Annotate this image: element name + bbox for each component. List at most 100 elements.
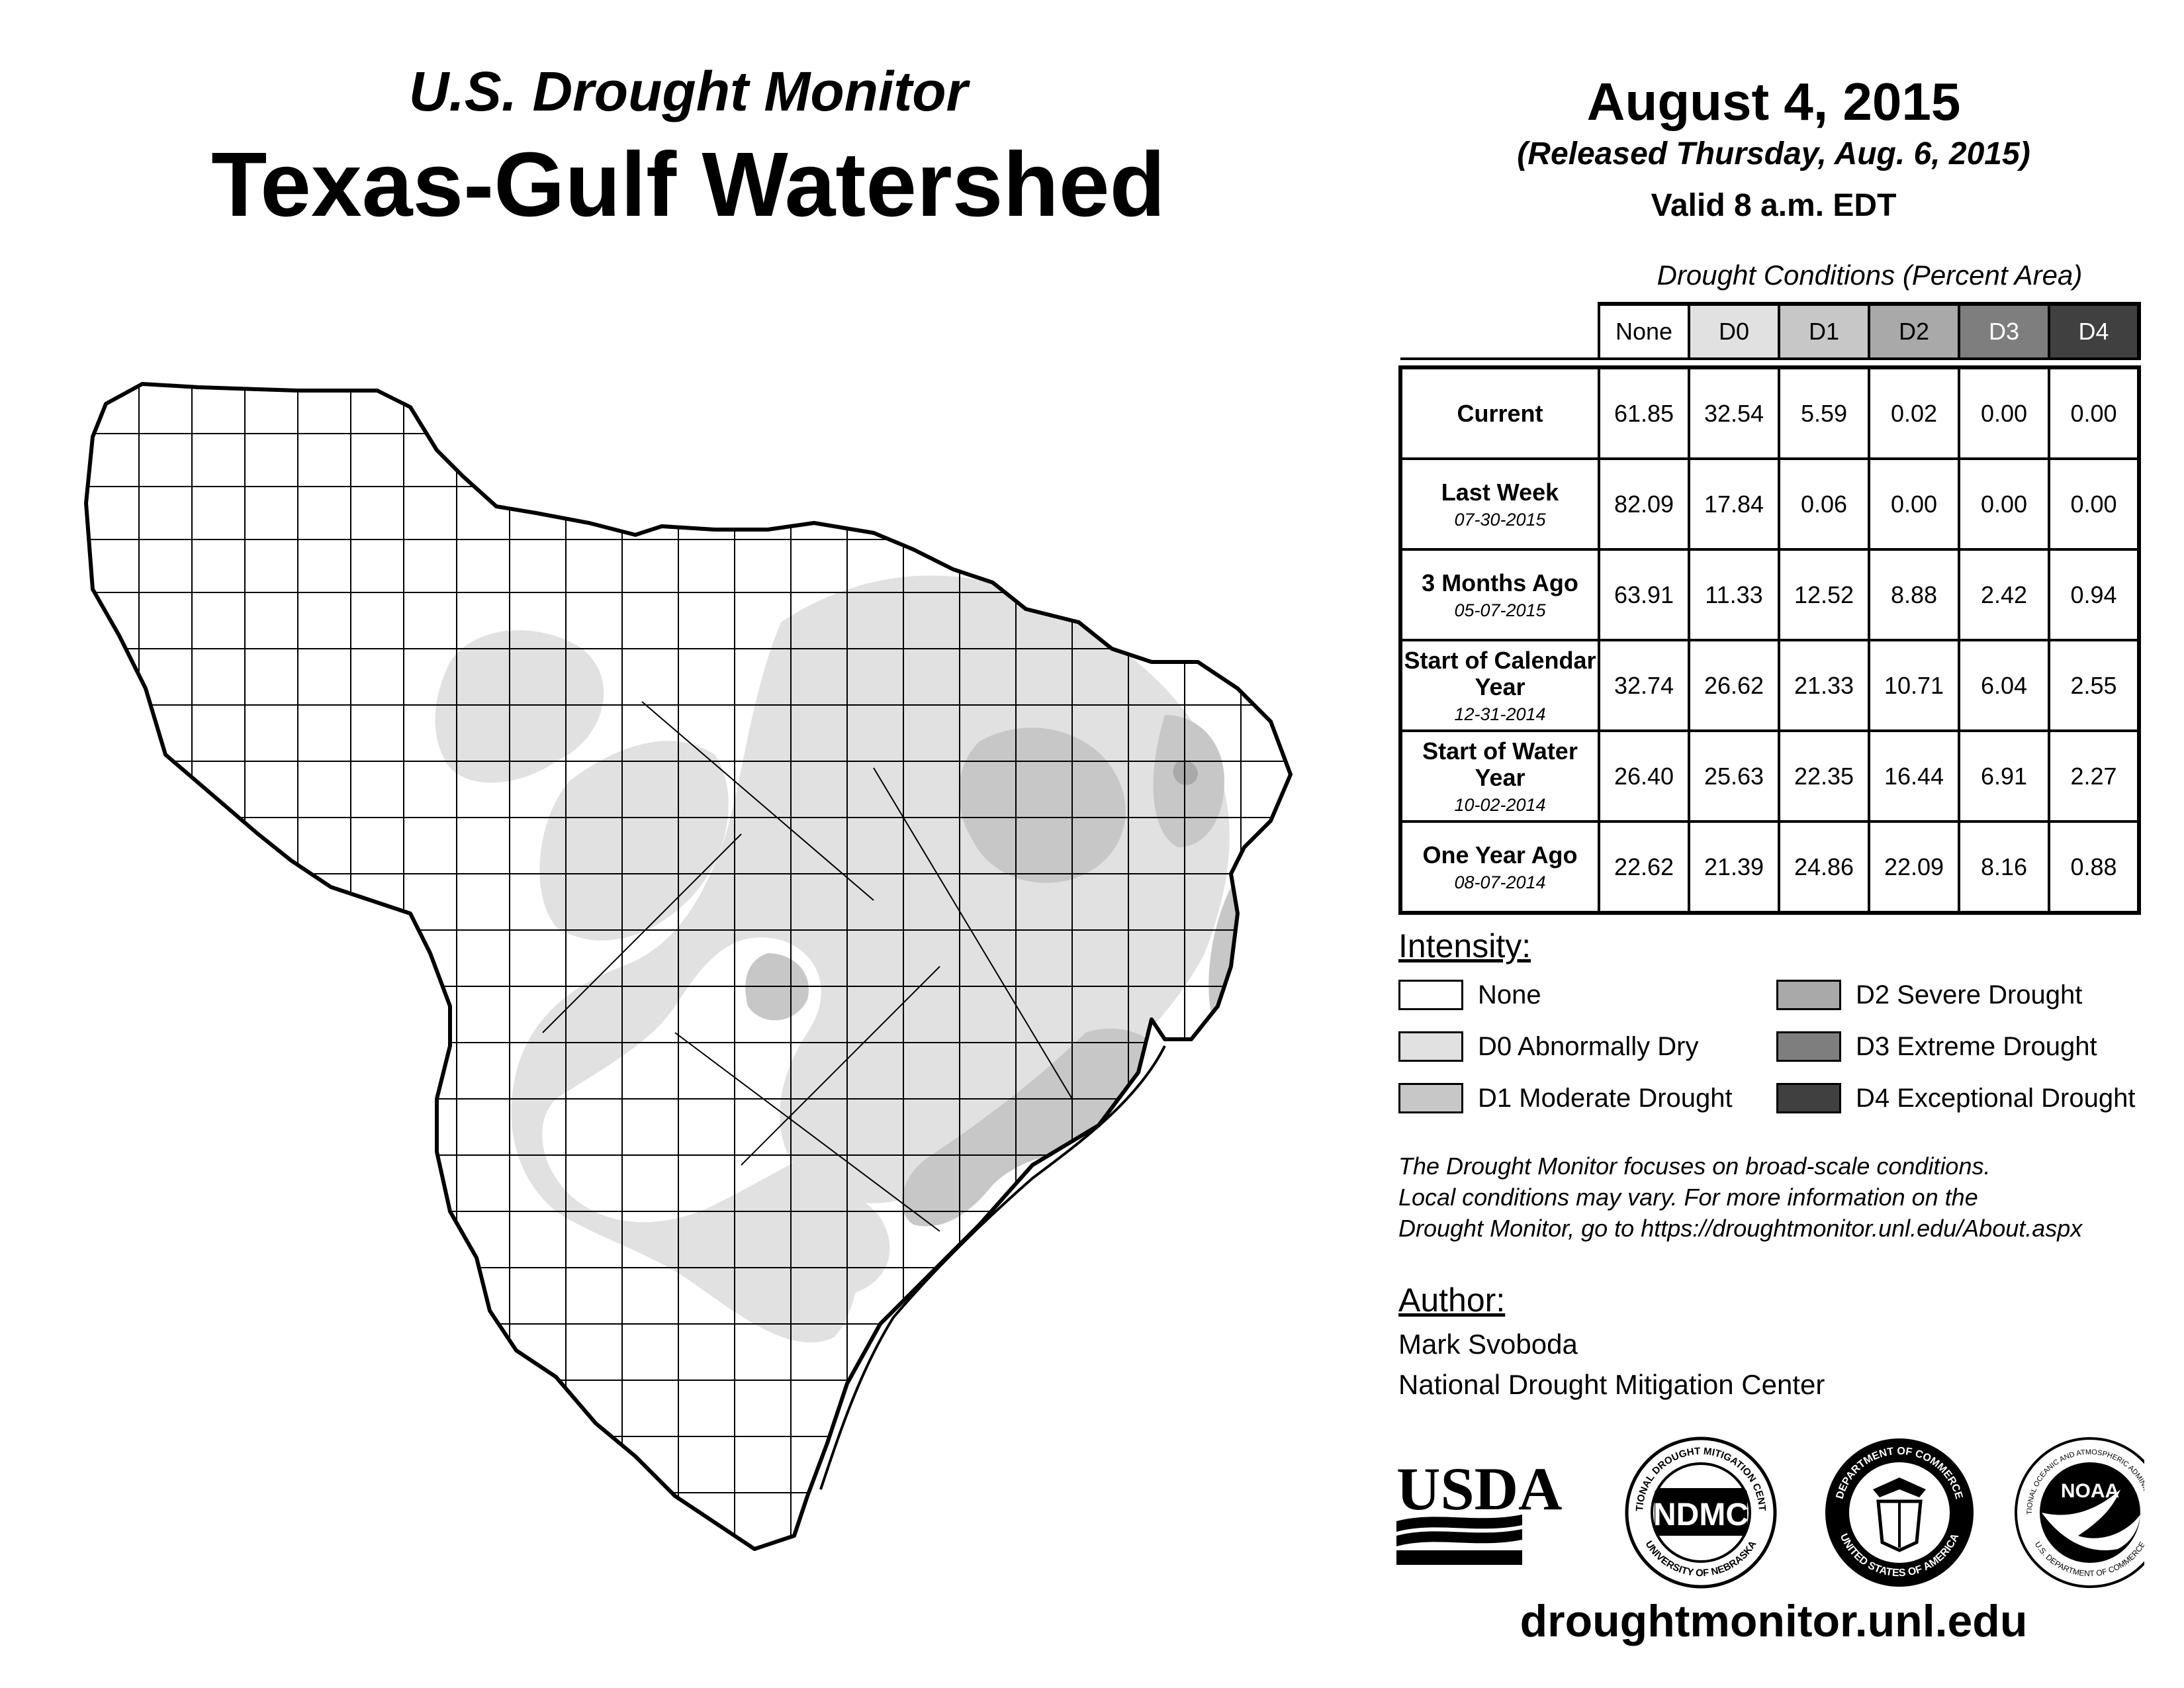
usda-logo-text: USDA (1396, 1455, 1562, 1523)
table-cell: 2.55 (2048, 639, 2141, 732)
legend-label-d4: D4 Exceptional Drought (1856, 1083, 2136, 1113)
row-label-text: Start of Calendar Year (1404, 646, 1596, 700)
col-header-none: None (1598, 302, 1690, 360)
legend-label-d2: D2 Severe Drought (1856, 980, 2083, 1009)
table-caption: Drought Conditions (Percent Area) (1657, 259, 2083, 291)
row-date: 08-07-2014 (1454, 872, 1546, 892)
table-cell: 0.00 (1868, 457, 1960, 551)
intensity-title: Intensity: (1398, 927, 1531, 964)
table-row: Current 61.85 32.54 5.59 0.02 0.00 0.00 (1398, 365, 2141, 460)
legend-label-none: None (1478, 980, 1541, 1009)
shield-icon (1876, 1499, 1923, 1552)
row-label: 3 Months Ago 05-07-2015 (1398, 548, 1600, 641)
drought-conditions-table: None D0 D1 D2 D3 D4 Current 61.85 32.54 5.5… (1398, 302, 2141, 915)
row-label: Current (1398, 365, 1600, 460)
legend-item-d0: D0 Abnormally Dry (1398, 1031, 1698, 1062)
table-cell: 11.33 (1688, 548, 1780, 641)
legend-swatch-none (1398, 980, 1463, 1010)
col-header-d3: D3 (1958, 302, 2050, 360)
author-title: Author: (1398, 1282, 1506, 1319)
legend-item-d4: D4 Exceptional Drought (1776, 1083, 2135, 1113)
watershed-outline (84, 382, 1293, 1551)
table-cell: 10.71 (1868, 639, 1960, 732)
valid-time: Valid 8 a.m. EDT (1651, 188, 1897, 223)
table-cell: 32.74 (1598, 639, 1690, 732)
table-cell: 0.02 (1868, 365, 1960, 460)
table-row: Last Week 07-30-2015 82.09 17.84 0.06 0.00 0.0… (1398, 457, 2141, 551)
table-cell: 82.09 (1598, 457, 1690, 551)
row-label-text: 3 Months Ago (1422, 569, 1578, 596)
legend-item-none: None (1398, 980, 1541, 1010)
legend-swatch-d1 (1398, 1083, 1463, 1113)
noaa-logo-text: NOAA (2061, 1480, 2119, 1502)
row-label: Start of Calendar Year 12-31-2014 (1398, 639, 1600, 732)
note-line-1: The Drought Monitor focuses on broad-sca… (1398, 1152, 1991, 1180)
table-cell: 6.91 (1958, 729, 2050, 823)
row-label-text: One Year Ago (1422, 841, 1578, 868)
table-cell: 61.85 (1598, 365, 1690, 460)
table-cell: 5.59 (1778, 365, 1870, 460)
row-label: Start of Water Year 10-02-2014 (1398, 729, 1600, 823)
map-title: Texas-Gulf Watershed (211, 134, 1165, 236)
row-date: 05-07-2015 (1454, 600, 1546, 620)
table-row: Start of Water Year 10-02-2014 26.40 25.63 2… (1398, 729, 2141, 823)
legend-swatch-d4 (1776, 1083, 1841, 1113)
release-date: (Released Thursday, Aug. 6, 2015) (1517, 136, 2030, 171)
row-label-text: Start of Water Year (1422, 737, 1578, 791)
legend-item-d1: D1 Moderate Drought (1398, 1083, 1733, 1113)
table-cell: 17.84 (1688, 457, 1780, 551)
row-label: Last Week 07-30-2015 (1398, 457, 1600, 551)
table-cell: 2.42 (1958, 548, 2050, 641)
table-cell: 8.16 (1958, 820, 2050, 915)
disclaimer-note: The Drought Monitor focuses on broad-sca… (1398, 1150, 2166, 1244)
table-cell: 26.62 (1688, 639, 1780, 732)
watershed-map (84, 382, 1293, 1551)
row-date: 07-30-2015 (1454, 509, 1546, 530)
table-cell: 16.44 (1868, 729, 1960, 823)
table-cell: 0.06 (1778, 457, 1870, 551)
table-cell: 24.86 (1778, 820, 1870, 915)
col-header-d4: D4 (2048, 302, 2141, 360)
table-cell: 12.52 (1778, 548, 1870, 641)
legend-label-d0: D0 Abnormally Dry (1478, 1031, 1699, 1061)
author-organization: National Drought Mitigation Center (1398, 1369, 1825, 1400)
coastline (819, 1045, 1166, 1490)
table-cell: 8.88 (1868, 548, 1960, 641)
agency-logos: USDA NDMC NATIONAL DROUGHT MITIGATION CE… (1390, 1436, 2144, 1589)
eagle-icon (1873, 1477, 1926, 1497)
table-cell: 2.27 (2048, 729, 2141, 823)
legend-swatch-d3 (1776, 1031, 1841, 1062)
table-corner (1400, 304, 1600, 360)
row-label: One Year Ago 08-07-2014 (1398, 820, 1600, 915)
table-row: One Year Ago 08-07-2014 22.62 21.39 24.86 22.… (1398, 820, 2141, 915)
table-cell: 22.62 (1598, 820, 1690, 915)
table-cell: 22.35 (1778, 729, 1870, 823)
legend-label-d1: D1 Moderate Drought (1478, 1083, 1733, 1113)
table-cell: 32.54 (1688, 365, 1780, 460)
website-url[interactable]: droughtmonitor.unl.edu (1520, 1596, 2028, 1646)
table-cell: 21.39 (1688, 820, 1780, 915)
map-date: August 4, 2015 (1586, 72, 1961, 131)
table-cell: 0.00 (2048, 365, 2141, 460)
legend-swatch-d0 (1398, 1031, 1463, 1062)
row-date: 12-31-2014 (1454, 704, 1546, 724)
map-subtitle: U.S. Drought Monitor (408, 60, 968, 122)
col-header-d1: D1 (1778, 302, 1870, 360)
legend-swatch-d2 (1776, 980, 1841, 1010)
row-label-text: Current (1457, 399, 1543, 427)
table-gap (1400, 359, 2139, 367)
table-cell: 0.00 (1958, 457, 2050, 551)
ndmc-logo: NDMC NATIONAL DROUGHT MITIGATION CENTER … (1390, 1436, 1777, 1589)
table-cell: 22.09 (1868, 820, 1960, 915)
table-cell: 26.40 (1598, 729, 1690, 823)
table-cell: 0.00 (2048, 457, 2141, 551)
table-cell: 0.00 (1958, 365, 2050, 460)
note-line-3: Drought Monitor, go to https://droughtmo… (1398, 1215, 2083, 1242)
table-cell: 6.04 (1958, 639, 2050, 732)
table-cell: 63.91 (1598, 548, 1690, 641)
d2-drought-areas (1173, 760, 1198, 785)
table-row: 3 Months Ago 05-07-2015 63.91 11.33 12.52 8.8… (1398, 548, 2141, 641)
legend-label-d3: D3 Extreme Drought (1856, 1031, 2097, 1061)
table-cell: 21.33 (1778, 639, 1870, 732)
table-cell: 25.63 (1688, 729, 1780, 823)
